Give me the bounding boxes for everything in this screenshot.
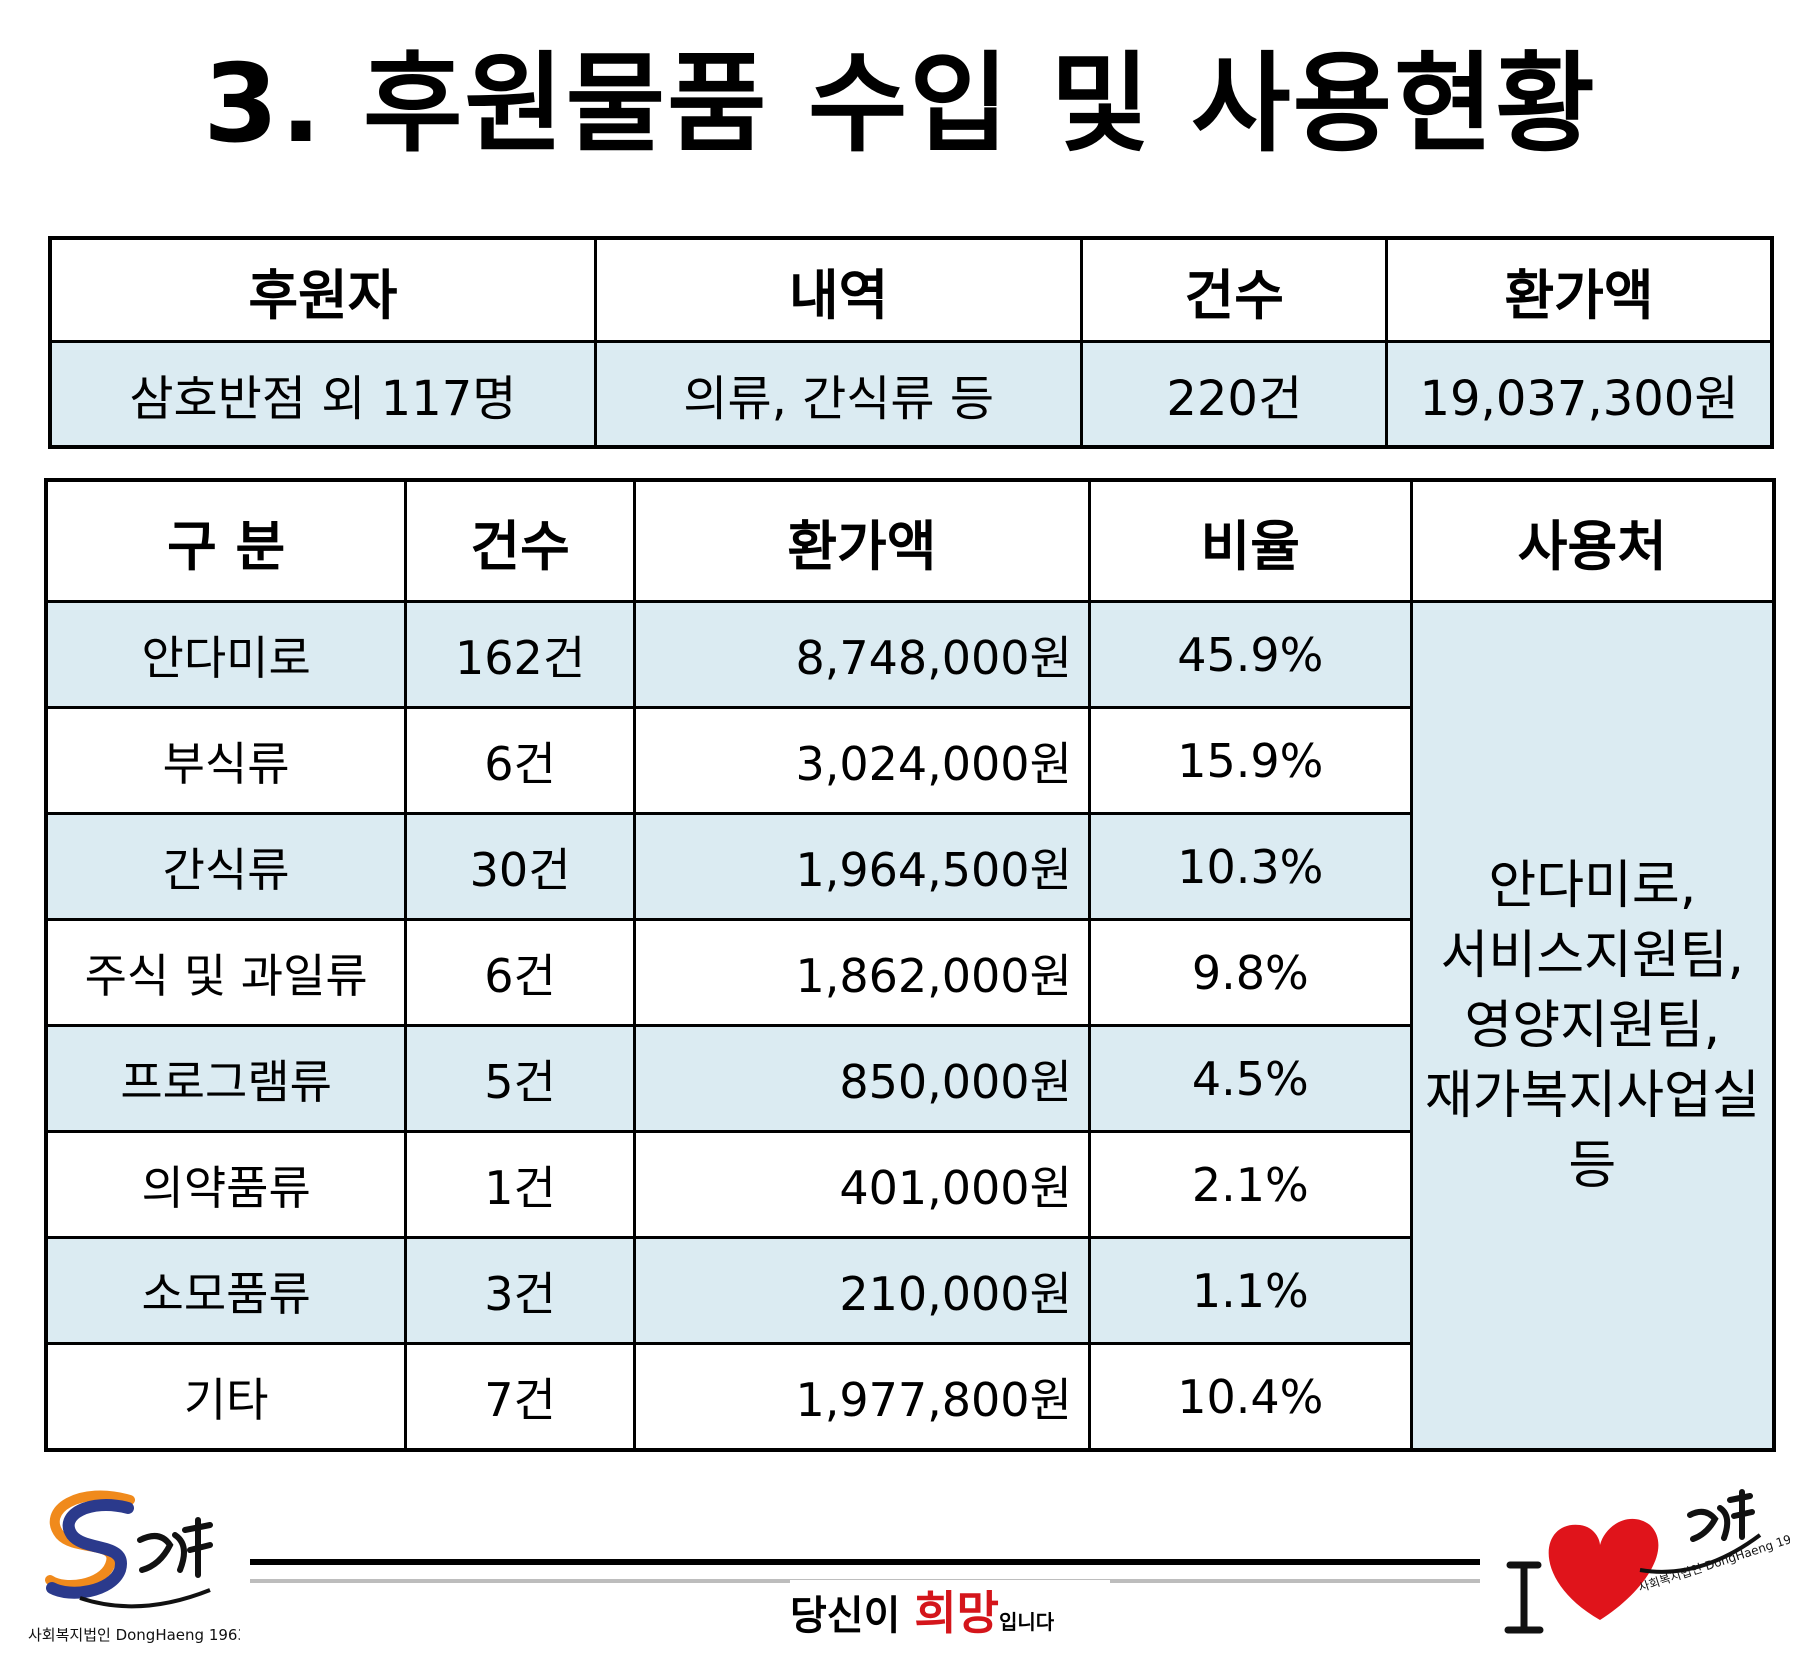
header-count: 건수 (1080, 236, 1388, 343)
page-title: 3. 후원물품 수입 및 사용현황 (203, 42, 1597, 167)
row-ratio: 10.3% (1087, 812, 1413, 921)
table-row: 주식 및 과일류 6건 1,862,000원 9.8% (44, 918, 1774, 1027)
header-usage: 사용처 (1409, 478, 1776, 603)
row-ratio: 2.1% (1087, 1130, 1413, 1239)
donghaeng-logo-icon: 사회복지법인 DongHaeng 1963 (28, 1490, 247, 1644)
breakdown-table: 구 분 건수 환가액 비율 사용처 안다미로 162건 8,748,000원 4… (44, 478, 1776, 1452)
row-amount: 210,000원 (632, 1236, 1091, 1345)
usage-line: 등 (1568, 1135, 1617, 1196)
donghaeng-logo-left: 사회복지법인 DongHaeng 1963 (20, 1480, 247, 1650)
i-love-donghaeng-logo: 사회복지법인 DongHaeng 1963 (1490, 1470, 1800, 1640)
row-category: 부식류 (44, 706, 408, 815)
row-count: 6건 (404, 706, 636, 815)
row-ratio: 1.1% (1087, 1236, 1413, 1345)
row-category: 주식 및 과일류 (44, 918, 408, 1027)
header-donor: 후원자 (48, 236, 597, 343)
slogan: 당신이 희망입니다 (790, 1580, 1110, 1646)
summary-header-row: 후원자 내역 건수 환가액 (48, 236, 1774, 343)
row-amount: 1,862,000원 (632, 918, 1091, 1027)
summary-details: 의류, 간식류 등 (593, 340, 1084, 449)
row-category: 간식류 (44, 812, 408, 921)
table-row: 안다미로 162건 8,748,000원 45.9% 안다미로, 서비스지원팀,… (44, 600, 1776, 1452)
row-category: 안다미로 (44, 600, 408, 709)
row-count: 162건 (404, 600, 636, 709)
row-count: 6건 (404, 918, 636, 1027)
summary-count: 220건 (1080, 340, 1388, 449)
table-row: 간식류 30건 1,964,500원 10.3% (44, 812, 1774, 921)
header-value: 환가액 (632, 478, 1091, 603)
row-count: 7건 (404, 1342, 636, 1452)
row-ratio: 45.9% (1087, 600, 1413, 709)
row-amount: 8,748,000원 (632, 600, 1091, 709)
row-ratio: 10.4% (1087, 1342, 1413, 1452)
row-count: 5건 (404, 1024, 636, 1133)
usage-line: 서비스지원팀, (1440, 925, 1745, 986)
row-ratio: 4.5% (1087, 1024, 1413, 1133)
usage-line: 안다미로, (1488, 855, 1697, 916)
row-amount: 1,964,500원 (632, 812, 1091, 921)
breakdown-header-row: 구 분 건수 환가액 비율 사용처 (44, 478, 1776, 603)
header-value: 환가액 (1385, 236, 1774, 343)
slogan-part1: 당신이 (790, 1592, 901, 1639)
row-amount: 401,000원 (632, 1130, 1091, 1239)
usage-cell: 안다미로, 서비스지원팀, 영양지원팀, 재가복지사업실 등 (1409, 600, 1776, 1452)
row-amount: 1,977,800원 (632, 1342, 1091, 1452)
row-count: 1건 (404, 1130, 636, 1239)
row-category: 소모품류 (44, 1236, 408, 1345)
usage-line: 재가복지사업실 (1424, 1065, 1760, 1126)
row-count: 30건 (404, 812, 636, 921)
row-amount: 3,024,000원 (632, 706, 1091, 815)
table-row: 소모품류 3건 210,000원 1.1% (44, 1236, 1774, 1345)
usage-line: 영양지원팀, (1464, 995, 1721, 1056)
logo-right-text: 사회복지법인 DongHaeng 1963 (1637, 1527, 1790, 1594)
summary-data-row: 삼호반점 외 117명 의류, 간식류 등 220건 19,037,300원 (48, 340, 1774, 449)
row-count: 3건 (404, 1236, 636, 1345)
row-category: 기타 (44, 1342, 408, 1452)
summary-value: 19,037,300원 (1385, 340, 1774, 449)
slogan-part3: 입니다 (998, 1610, 1055, 1634)
table-row: 의약품류 1건 401,000원 2.1% (44, 1130, 1774, 1239)
heart-logo-icon: 사회복지법인 DongHaeng 1963 (1504, 1489, 1800, 1634)
row-ratio: 15.9% (1087, 706, 1413, 815)
summary-donor: 삼호반점 외 117명 (48, 340, 597, 449)
footer-rule (250, 1559, 1480, 1565)
slogan-part2: 희망 (914, 1586, 999, 1640)
header-ratio: 비율 (1087, 478, 1413, 603)
row-category: 의약품류 (44, 1130, 408, 1239)
row-ratio: 9.8% (1087, 918, 1413, 1027)
row-category: 프로그램류 (44, 1024, 408, 1133)
header-details: 내역 (593, 236, 1084, 343)
table-row: 부식류 6건 3,024,000원 15.9% (44, 706, 1774, 815)
table-row: 프로그램류 5건 850,000원 4.5% (44, 1024, 1774, 1133)
header-category: 구 분 (44, 478, 408, 603)
row-amount: 850,000원 (632, 1024, 1091, 1133)
table-row: 기타 7건 1,977,800원 10.4% (44, 1342, 1774, 1452)
footer: 사회복지법인 DongHaeng 1963 당신이 희망입니다 사회복지법인 D… (0, 1470, 1800, 1650)
summary-table: 후원자 내역 건수 환가액 삼호반점 외 117명 의류, 간식류 등 220건… (48, 236, 1774, 449)
header-count: 건수 (404, 478, 636, 603)
logo-left-text: 사회복지법인 DongHaeng 1963 (28, 1626, 240, 1644)
